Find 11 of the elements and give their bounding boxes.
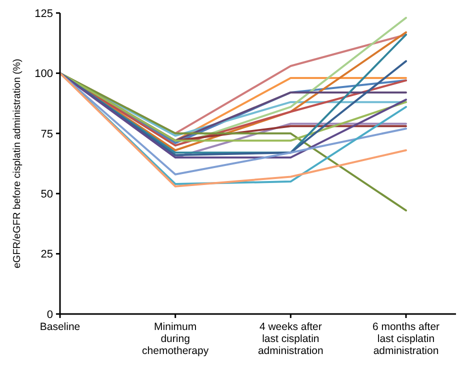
x-tick-label: 6 months after last cisplatin administration	[372, 321, 440, 357]
y-tick-label: 75	[40, 128, 53, 140]
x-tick-label: 4 weeks after last cisplatin administration	[258, 321, 324, 357]
y-tick-label: 25	[40, 248, 53, 261]
x-tick-label: Minimum during chemotherapy	[142, 321, 210, 357]
y-axis-title: eGFR/eGFR before cisplatin administration (%)	[12, 58, 23, 268]
y-tick-label: 125	[34, 8, 53, 20]
y-tick-label: 50	[40, 188, 53, 200]
y-tick-label: 0	[46, 308, 53, 321]
y-tick-label: 100	[34, 68, 53, 80]
x-tick-label: Baseline	[40, 321, 80, 333]
